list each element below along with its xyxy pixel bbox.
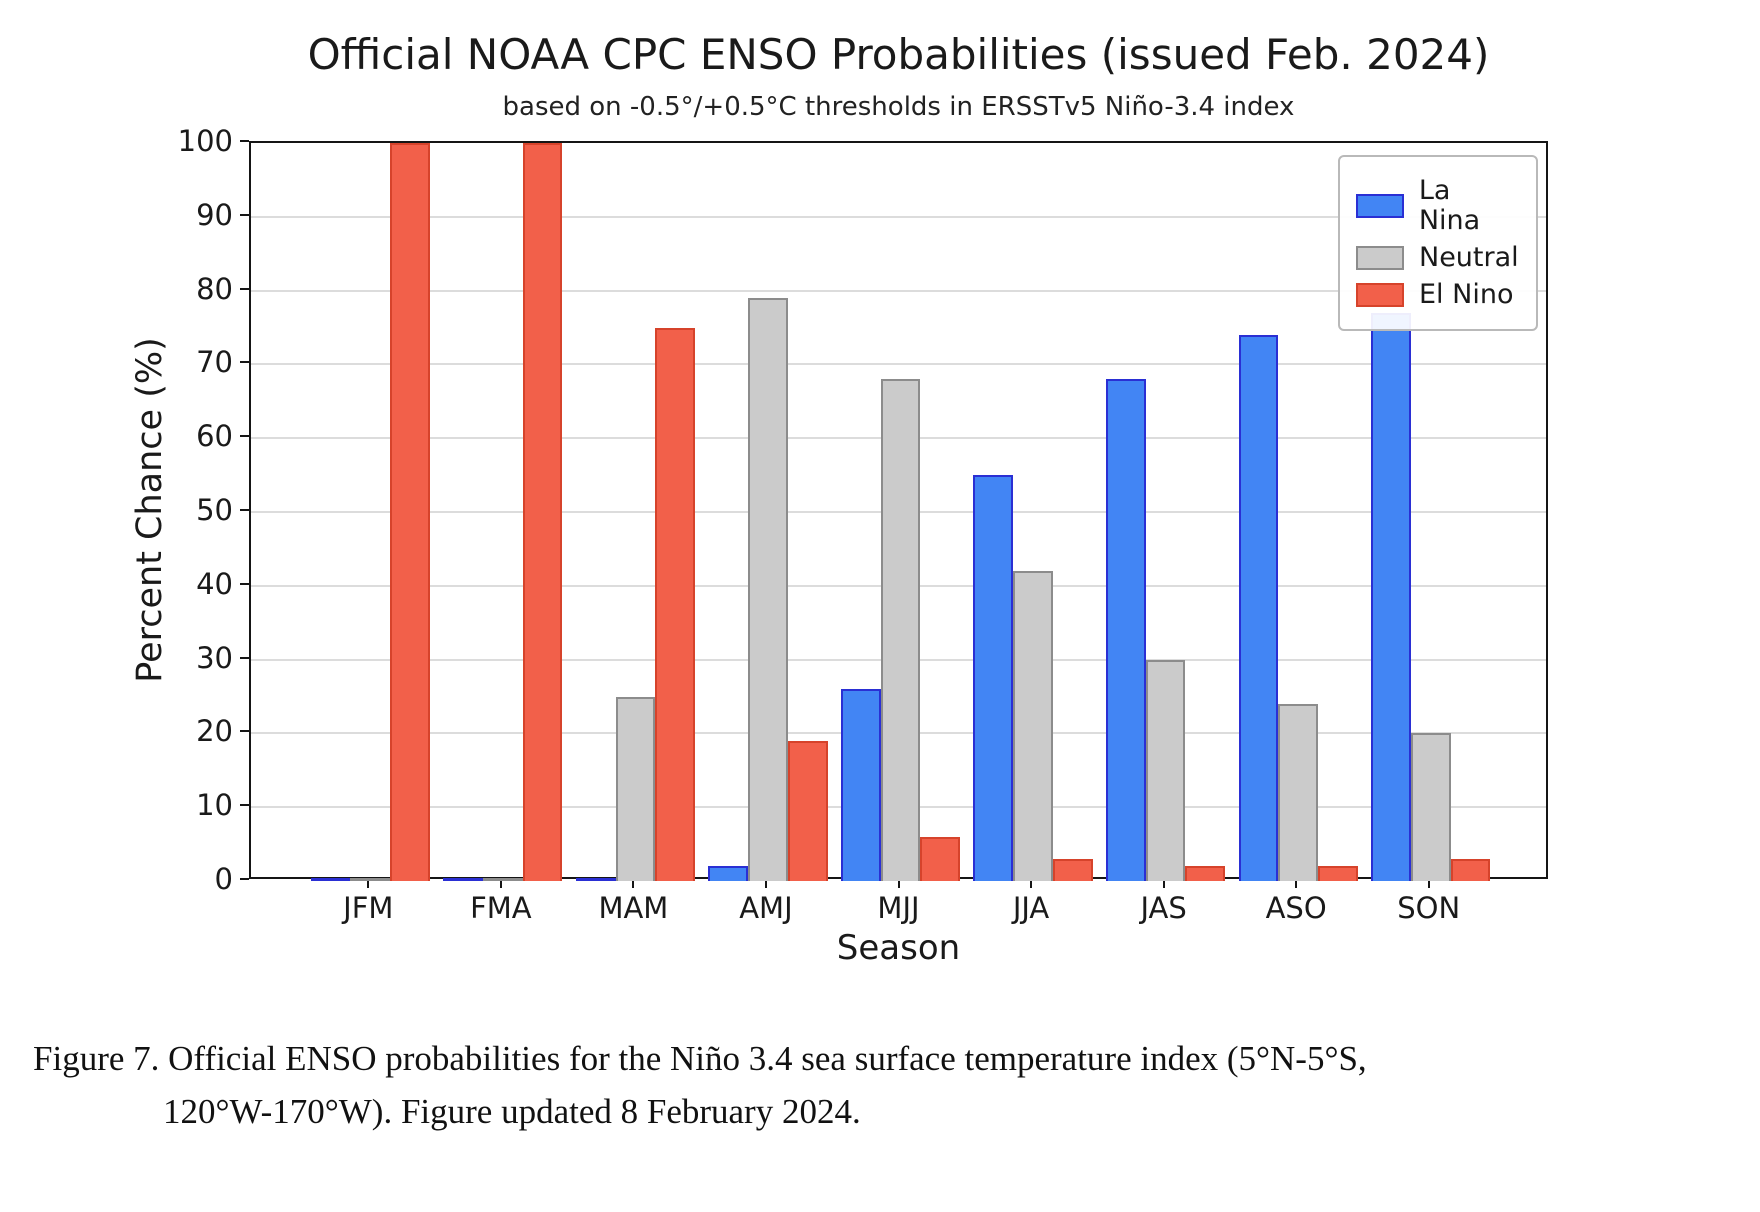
x-axis-tick — [1427, 879, 1430, 888]
bar-neutral-mjj — [880, 379, 921, 881]
legend: La Nina Neutral El Nino — [1338, 155, 1538, 331]
y-axis-tick-label: 40 — [196, 566, 233, 601]
x-axis-label: Season — [836, 928, 961, 968]
bar-el-nino-amj — [787, 740, 828, 881]
y-axis-tick — [240, 656, 249, 659]
x-axis-tick — [1030, 879, 1033, 888]
bar-la-nina-jas — [1105, 379, 1146, 881]
legend-item-el-nino: El Nino — [1356, 280, 1520, 310]
y-axis-tick-label: 30 — [196, 640, 233, 675]
gridline — [251, 289, 1546, 292]
bar-el-nino-son — [1450, 858, 1491, 881]
x-axis-tick — [367, 879, 370, 888]
x-axis-tick-label: AMJ — [739, 891, 793, 925]
x-axis-tick — [499, 879, 502, 888]
y-axis-tick-label: 100 — [177, 124, 233, 158]
bar-neutral-amj — [748, 297, 788, 881]
bar-el-nino-jfm — [390, 143, 430, 881]
bar-la-nina-amj — [708, 866, 749, 881]
bar-neutral-son — [1410, 733, 1451, 881]
bar-neutral-aso — [1278, 703, 1319, 881]
bar-el-nino-fma — [522, 143, 563, 881]
x-axis-tick-label: ASO — [1265, 891, 1327, 925]
bar-neutral-jas — [1145, 659, 1186, 881]
y-axis-tick — [240, 509, 249, 511]
bar-el-nino-jas — [1185, 866, 1226, 881]
legend-swatch-la-nina — [1356, 194, 1404, 218]
x-axis-tick-label: MJJ — [877, 891, 920, 925]
x-axis-tick — [764, 879, 767, 888]
bar-la-nina-son — [1371, 312, 1411, 881]
bar-la-nina-mjj — [840, 689, 881, 881]
y-axis-tick-label: 20 — [196, 714, 233, 749]
bar-neutral-jfm — [350, 878, 391, 881]
x-axis-tick-label: JJA — [1012, 891, 1050, 925]
legend-item-la-nina: La Nina — [1356, 176, 1520, 236]
bar-la-nina-mam — [575, 878, 616, 881]
x-axis-tick — [1162, 879, 1165, 888]
y-axis-tick — [240, 213, 249, 216]
legend-label-neutral: Neutral — [1419, 242, 1519, 273]
bar-el-nino-mam — [655, 327, 696, 881]
bar-la-nina-aso — [1238, 334, 1279, 881]
y-axis-tick-label: 80 — [196, 271, 233, 306]
bar-la-nina-fma — [443, 878, 483, 881]
caption-line-1: Figure 7. Official ENSO probabilities fo… — [33, 1039, 1367, 1078]
bar-neutral-mam — [615, 696, 656, 881]
x-axis-tick — [1295, 879, 1298, 888]
caption-line-2: 120°W-170°W). Figure updated 8 February … — [163, 1092, 861, 1131]
x-axis-tick-label: SON — [1397, 891, 1461, 925]
y-axis-tick-label: 0 — [214, 862, 233, 896]
legend-swatch-el-nino — [1356, 283, 1404, 307]
y-axis-tick — [240, 730, 249, 733]
y-axis-tick — [240, 140, 249, 142]
legend-label-el-nino: El Nino — [1419, 279, 1514, 310]
x-axis-tick-label: MAM — [598, 891, 669, 925]
y-axis-tick — [240, 287, 249, 290]
x-axis-tick — [632, 879, 635, 888]
y-axis-tick-label: 50 — [196, 493, 233, 527]
y-axis-tick — [240, 878, 249, 880]
bar-neutral-fma — [482, 878, 523, 881]
x-axis-tick-label: JFM — [343, 891, 394, 925]
bar-neutral-jja — [1013, 571, 1053, 881]
chart-subtitle: based on -0.5°/+0.5°C thresholds in ERSS… — [502, 92, 1295, 122]
y-axis-tick — [240, 804, 249, 807]
bar-el-nino-jja — [1052, 858, 1093, 881]
x-axis-tick — [897, 879, 900, 888]
legend-swatch-neutral — [1356, 246, 1404, 270]
figure-caption: Figure 7. Official ENSO probabilities fo… — [33, 1032, 1733, 1138]
y-axis-tick — [240, 435, 249, 438]
y-axis-tick-label: 60 — [196, 419, 233, 454]
legend-label-la-nina: La Nina — [1418, 175, 1481, 236]
bar-la-nina-jfm — [310, 878, 351, 881]
chart-title: Official NOAA CPC ENSO Probabilities (is… — [307, 30, 1490, 79]
x-axis-tick-label: JAS — [1140, 891, 1187, 925]
bar-el-nino-aso — [1318, 866, 1358, 881]
y-axis-tick-label: 90 — [196, 197, 233, 232]
bar-la-nina-jja — [973, 475, 1014, 881]
y-axis-tick-label: 10 — [196, 788, 233, 823]
y-axis-tick-label: 70 — [196, 345, 233, 380]
x-axis-tick-label: FMA — [470, 891, 532, 925]
legend-item-neutral: Neutral — [1356, 243, 1520, 273]
y-axis-tick — [240, 361, 249, 364]
bar-el-nino-mjj — [920, 836, 961, 881]
gridline — [251, 363, 1546, 366]
gridline — [251, 215, 1546, 218]
y-axis-tick — [240, 582, 249, 585]
plot-area: La Nina Neutral El Nino — [249, 141, 1548, 881]
